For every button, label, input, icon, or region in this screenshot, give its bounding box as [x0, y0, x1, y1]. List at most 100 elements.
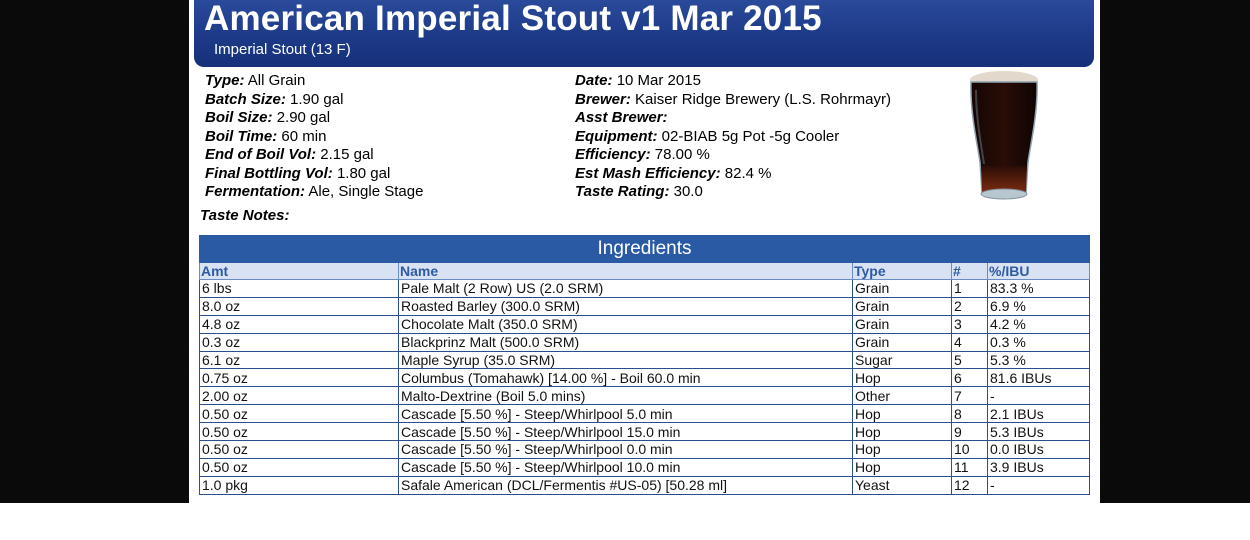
cell-type: Hop: [852, 422, 952, 442]
info-batch-size: Batch Size: 1.90 gal: [205, 90, 344, 108]
column-header-number: #: [951, 262, 988, 280]
cell-amt: 0.50 oz: [199, 440, 399, 459]
recipe-header: American Imperial Stout v1 Mar 2015 Impe…: [194, 0, 1094, 67]
cell-number: 2: [951, 296, 988, 316]
right-backdrop: [1100, 0, 1250, 503]
info-end-of-boil-vol: End of Boil Vol: 2.15 gal: [205, 146, 374, 163]
cell-number: 1: [951, 279, 988, 298]
cell-type: Other: [852, 386, 952, 406]
cell-type: Sugar: [852, 350, 952, 370]
cell-name: Chocolate Malt (350.0 SRM): [398, 314, 853, 334]
cell-type: Hop: [852, 404, 952, 424]
recipe-style: Imperial Stout (13 F): [214, 41, 351, 58]
table-row: 0.50 oz Cascade [5.50 %] - Steep/Whirlpoo…: [199, 457, 1091, 477]
cell-percent-ibu: 5.3 IBUs: [986, 422, 1091, 442]
table-row: 0.3 oz Blackprinz Malt (500.0 SRM) Grain 4 0…: [199, 332, 1091, 352]
cell-percent-ibu: 4.2 %: [986, 314, 1091, 334]
cell-number: 6: [951, 368, 988, 388]
ingredients-table: Ingredients Amt Name Type # %/IBU 6 lbs P…: [198, 235, 1091, 495]
info-est-mash-efficiency: Est Mash Efficiency: 82.4 %: [575, 164, 772, 182]
table-row: 0.50 oz Cascade [5.50 %] - Steep/Whirlpoo…: [199, 440, 1091, 459]
cell-name: Cascade [5.50 %] - Steep/Whirlpool 5.0 m…: [398, 404, 853, 424]
info-brewer: Brewer: Kaiser Ridge Brewery (L.S. Rohrm…: [575, 90, 891, 108]
cell-percent-ibu: 83.3 %: [986, 279, 1091, 298]
recipe-sheet: American Imperial Stout v1 Mar 2015 Impe…: [189, 0, 1100, 503]
info-fermentation: Fermentation: Ale, Single Stage: [205, 183, 424, 200]
cell-name: Pale Malt (2 Row) US (2.0 SRM): [398, 279, 853, 298]
cell-percent-ibu: 2.1 IBUs: [986, 404, 1091, 424]
cell-amt: 6.1 oz: [199, 350, 399, 370]
cell-type: Grain: [852, 332, 952, 352]
recipe-info-left: Type: All Grain Batch Size: 1.90 gal Boi…: [205, 72, 423, 202]
cell-amt: 0.50 oz: [199, 457, 399, 477]
cell-name: Cascade [5.50 %] - Steep/Whirlpool 10.0 …: [398, 457, 853, 477]
info-date: Date: 10 Mar 2015: [575, 72, 701, 89]
ingredients-title: Ingredients: [198, 235, 1091, 263]
cell-type: Hop: [852, 440, 952, 459]
cell-type: Grain: [852, 314, 952, 334]
table-row: 0.50 oz Cascade [5.50 %] - Steep/Whirlpoo…: [199, 422, 1091, 442]
beer-glass-icon: [970, 71, 1038, 200]
info-boil-time: Boil Time: 60 min: [205, 127, 327, 145]
taste-notes-label: Taste Notes:: [200, 207, 290, 224]
column-header-name: Name: [398, 262, 853, 280]
cell-number: 9: [951, 422, 988, 442]
info-efficiency: Efficiency: 78.00 %: [575, 146, 710, 163]
cell-name: Cascade [5.50 %] - Steep/Whirlpool 0.0 m…: [398, 440, 853, 459]
column-header-percent-ibu: %/IBU: [986, 262, 1091, 280]
recipe-title: American Imperial Stout v1 Mar 2015: [204, 0, 822, 38]
cell-name: Columbus (Tomahawk) [14.00 %] - Boil 60.…: [398, 368, 853, 388]
cell-name: Malto-Dextrine (Boil 5.0 mins): [398, 386, 853, 406]
cell-type: Grain: [852, 279, 952, 298]
cell-amt: 4.8 oz: [199, 314, 399, 334]
cell-amt: 0.50 oz: [199, 422, 399, 442]
cell-name: Cascade [5.50 %] - Steep/Whirlpool 15.0 …: [398, 422, 853, 442]
column-header-amt: Amt: [199, 262, 399, 280]
table-row: 4.8 oz Chocolate Malt (350.0 SRM) Grain 3 4.…: [199, 314, 1091, 334]
table-row: 0.75 oz Columbus (Tomahawk) [14.00 %] - B…: [199, 368, 1091, 388]
cell-number: 11: [951, 457, 988, 477]
cell-type: Grain: [852, 296, 952, 316]
cell-type: Hop: [852, 368, 952, 388]
cell-number: 3: [951, 314, 988, 334]
cell-number: 8: [951, 404, 988, 424]
ingredients-header-row: Amt Name Type # %/IBU: [199, 262, 1091, 280]
cell-percent-ibu: 0.0 IBUs: [986, 440, 1091, 459]
info-type: Type: All Grain: [205, 72, 306, 89]
info-equipment: Equipment: 02-BIAB 5g Pot -5g Cooler: [575, 127, 840, 145]
cell-percent-ibu: 0.3 %: [986, 332, 1091, 352]
table-row: 0.50 oz Cascade [5.50 %] - Steep/Whirlpoo…: [199, 404, 1091, 424]
cell-amt: 0.50 oz: [199, 404, 399, 424]
cell-number: 5: [951, 350, 988, 370]
cell-percent-ibu: 5.3 %: [986, 350, 1091, 370]
cell-number: 7: [951, 386, 988, 406]
cell-type: Yeast: [852, 475, 952, 495]
cell-amt: 0.75 oz: [199, 368, 399, 388]
cell-name: Safale American (DCL/Fermentis #US-05) […: [398, 475, 853, 495]
cell-amt: 2.00 oz: [199, 386, 399, 406]
cell-percent-ibu: 3.9 IBUs: [986, 457, 1091, 477]
info-boil-size: Boil Size: 2.90 gal: [205, 109, 331, 126]
table-row: 8.0 oz Roasted Barley (300.0 SRM) Grain 2 6.…: [199, 296, 1091, 316]
cell-percent-ibu: 81.6 IBUs: [986, 368, 1091, 388]
table-row: 6 lbs Pale Malt (2 Row) US (2.0 SRM) Grain…: [199, 279, 1091, 298]
cell-name: Roasted Barley (300.0 SRM): [398, 296, 853, 316]
cell-percent-ibu: 6.9 %: [986, 296, 1091, 316]
cell-number: 12: [951, 475, 988, 495]
info-taste-rating: Taste Rating: 30.0: [575, 183, 703, 200]
column-header-type: Type: [852, 262, 952, 280]
left-backdrop: [0, 0, 189, 503]
table-row: 6.1 oz Maple Syrup (35.0 SRM) Sugar 5 5.3 %: [199, 350, 1091, 370]
cell-name: Blackprinz Malt (500.0 SRM): [398, 332, 853, 352]
cell-number: 10: [951, 440, 988, 459]
cell-percent-ibu: -: [986, 386, 1091, 406]
info-asst-brewer: Asst Brewer:: [575, 109, 668, 126]
table-row: 2.00 oz Malto-Dextrine (Boil 5.0 mins) Oth…: [199, 386, 1091, 406]
cell-type: Hop: [852, 457, 952, 477]
table-row: 1.0 pkg Safale American (DCL/Fermentis #U…: [199, 475, 1091, 495]
cell-amt: 1.0 pkg: [199, 475, 399, 495]
cell-number: 4: [951, 332, 988, 352]
cell-name: Maple Syrup (35.0 SRM): [398, 350, 853, 370]
cell-amt: 6 lbs: [199, 279, 399, 298]
cell-amt: 0.3 oz: [199, 332, 399, 352]
